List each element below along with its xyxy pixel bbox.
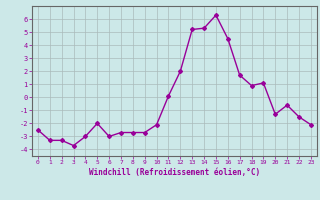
X-axis label: Windchill (Refroidissement éolien,°C): Windchill (Refroidissement éolien,°C) [89, 168, 260, 177]
